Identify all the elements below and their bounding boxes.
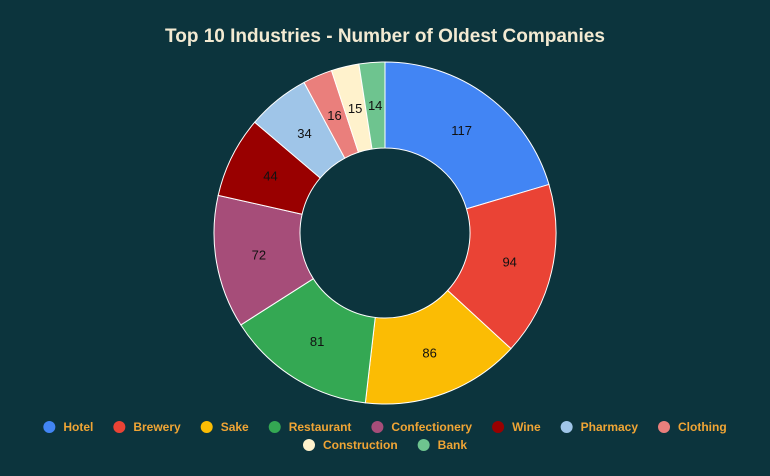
legend-marker-bank [417, 439, 430, 451]
data-label-pharmacy: 34 [297, 126, 311, 141]
legend-marker-construction [302, 439, 315, 451]
data-label-sake: 86 [422, 345, 436, 360]
legend-marker-sake [200, 421, 213, 433]
legend-label-pharmacy: Pharmacy [581, 420, 639, 434]
data-label-brewery: 94 [502, 254, 516, 269]
slices-group [213, 61, 557, 405]
legend-marker-pharmacy [560, 421, 573, 433]
legend-item-pharmacy: Pharmacy [560, 420, 639, 434]
legend-marker-brewery [113, 421, 126, 433]
legend-marker-restaurant [268, 421, 281, 433]
legend-label-brewery: Brewery [133, 420, 181, 434]
legend-item-construction: Construction [302, 438, 398, 452]
legend-label-confectionery: Confectionery [391, 420, 472, 434]
data-label-construction: 15 [348, 101, 362, 116]
data-label-bank: 14 [368, 98, 382, 113]
legend-marker-confectionery [371, 421, 384, 433]
legend-item-bank: Bank [417, 438, 468, 452]
data-label-hotel: 117 [451, 123, 472, 138]
legend: Hotel Brewery Sake Restaurant Confectionery W… [43, 420, 727, 452]
legend-marker-clothing [658, 421, 671, 433]
slice-bank [358, 61, 386, 150]
data-label-restaurant: 81 [310, 334, 324, 349]
legend-item-brewery: Brewery [113, 420, 181, 434]
legend-label-construction: Construction [323, 438, 398, 452]
legend-label-sake: Sake [221, 420, 249, 434]
legend-label-restaurant: Restaurant [289, 420, 352, 434]
legend-item-clothing: Clothing [658, 420, 727, 434]
legend-item-hotel: Hotel [43, 420, 93, 434]
legend-item-sake: Sake [200, 420, 249, 434]
legend-item-wine: Wine [492, 420, 541, 434]
legend-label-wine: Wine [512, 420, 541, 434]
legend-item-confectionery: Confectionery [371, 420, 472, 434]
legend-label-clothing: Clothing [678, 420, 727, 434]
data-label-confectionery: 72 [252, 247, 266, 262]
slice-hotel [384, 61, 550, 210]
data-label-wine: 44 [263, 168, 277, 183]
data-labels-group: 117 94 86 81 72 44 34 16 15 14 [252, 98, 517, 361]
legend-label-hotel: Hotel [63, 420, 93, 434]
chart-title: Top 10 Industries - Number of Oldest Com… [165, 26, 605, 47]
legend-label-bank: Bank [438, 438, 468, 452]
legend-marker-wine [492, 421, 505, 433]
legend-marker-hotel [43, 421, 56, 433]
legend-item-restaurant: Restaurant [268, 420, 352, 434]
slice-brewery [446, 183, 557, 350]
data-label-clothing: 16 [327, 108, 341, 123]
